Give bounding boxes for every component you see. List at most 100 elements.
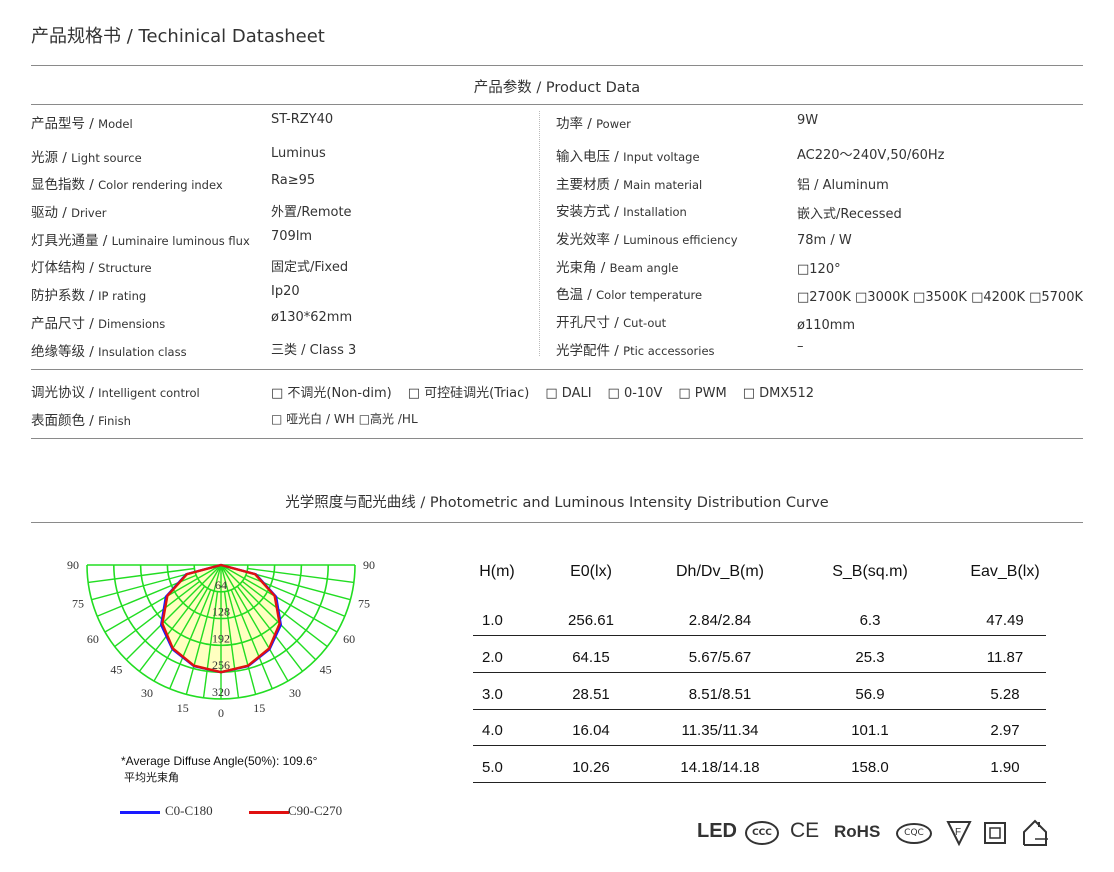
spec-label-zh: 光学配件: [556, 343, 610, 359]
spec-value: Luminus: [271, 146, 326, 161]
table-cell: 6.3: [859, 612, 881, 629]
spec-label-en: IP rating: [98, 289, 147, 303]
radial-tick-label: 192: [212, 631, 230, 645]
finish-option: □ 哑光白 / WH: [271, 412, 355, 426]
grid-spoke: [138, 585, 206, 672]
finish-option: □高光 /HL: [358, 412, 418, 426]
legend-label-c90: C90-C270: [288, 803, 343, 818]
table-row-line: [473, 672, 1046, 673]
angle-tick-label: 45: [110, 663, 122, 677]
table-cell: 47.49: [986, 612, 1024, 629]
spec-label-zh: 显色指数: [31, 177, 85, 193]
grid-spoke: [104, 564, 222, 633]
table-cell: 16.04: [572, 722, 610, 739]
grid-spoke: [223, 591, 240, 698]
divider: [31, 438, 1083, 439]
angle-tick-label: 0: [218, 706, 224, 720]
product-data-heading: 产品参数 / Product Data: [473, 80, 641, 96]
spec-label: 灯具光通量 / Luminaire luminous flux: [31, 233, 250, 249]
table-row-line: [473, 709, 1046, 710]
table-cell: 4.0: [482, 722, 503, 739]
column-divider: [539, 111, 540, 356]
legend-line-c0: [120, 811, 160, 814]
finish-label: 表面颜色 / Finish: [31, 413, 131, 429]
divider: [31, 369, 1083, 370]
control-option: □ DALI: [545, 386, 592, 401]
legend-label-c0: C0-C180: [165, 803, 213, 818]
spec-value: 铝 / Aluminum: [797, 178, 889, 193]
diffuse-angle-note: *Average Diffuse Angle(50%): 109.6°: [121, 754, 318, 768]
table-cell: 8.51/8.51: [688, 686, 752, 703]
spec-label: 主要材质 / Main material: [556, 177, 703, 193]
table-header: S_B(sq.m): [832, 563, 908, 580]
radial-tick-label: 64: [215, 578, 227, 592]
spec-value: 三类 / Class 3: [271, 343, 357, 358]
svg-text:F: F: [955, 827, 961, 838]
spec-label: 驱动 / Driver: [31, 205, 107, 221]
table-cell: 5.67/5.67: [688, 649, 752, 666]
spec-value: ST-RZY40: [271, 112, 334, 127]
spec-label-en: Power: [596, 117, 631, 131]
led-logo: LED: [697, 820, 737, 842]
radial-tick-label: 128: [212, 605, 230, 619]
spec-value: □2700K □3000K □3500K □4200K □5700K: [797, 290, 1083, 305]
grid-spoke: [88, 567, 195, 584]
spec-label-en: Cut-out: [623, 316, 667, 330]
grid-spoke: [236, 585, 304, 672]
spec-label: 输入电压 / Input voltage: [556, 149, 700, 165]
spec-value: 78m / W: [797, 233, 852, 248]
spec-label-en: Dimensions: [98, 317, 166, 331]
cqc-logo: CQC: [896, 823, 932, 844]
table-cell: 256.61: [568, 612, 614, 629]
finish-options: □ 哑光白 / WH □高光 /HL: [271, 410, 422, 427]
spec-label: 安装方式 / Installation: [556, 204, 687, 220]
ce-logo: CE: [790, 819, 820, 842]
control-label: 调光协议 / Intelligent control: [31, 385, 200, 401]
divider: [31, 522, 1083, 523]
table-cell: 1.0: [482, 612, 503, 629]
spec-value: 9W: [797, 113, 819, 128]
diffuse-angle-note-zh: 平均光束角: [124, 772, 179, 784]
spec-label-en: Main material: [623, 178, 703, 192]
grid-spoke: [220, 564, 257, 695]
spec-label-zh: 光束角: [556, 260, 597, 276]
grid-spoke: [202, 591, 219, 698]
grid-spoke: [230, 589, 273, 690]
class-ii-icon: [984, 822, 1006, 844]
table-cell: 5.28: [990, 686, 1020, 703]
radial-tick-label: 256: [212, 658, 230, 672]
grid-spoke: [114, 580, 201, 648]
spec-label-zh: 光源: [31, 150, 58, 166]
spec-label-en: Insulation class: [98, 345, 187, 359]
spec-label-en: Structure: [98, 261, 152, 275]
spec-label-en: Beam angle: [609, 261, 679, 275]
angle-tick-label: 75: [72, 596, 84, 610]
spec-label-en: Color temperature: [596, 288, 703, 302]
table-cell: 56.9: [855, 686, 885, 703]
table-cell: 1.90: [990, 759, 1020, 776]
angle-tick-label: 15: [177, 701, 189, 715]
spec-label: 发光效率 / Luminous efficiency: [556, 232, 738, 248]
divider: [31, 65, 1083, 66]
table-cell: 158.0: [851, 759, 889, 776]
grid-spoke: [220, 564, 289, 682]
table-cell: 2.97: [990, 722, 1020, 739]
spec-label-zh: 功率: [556, 116, 583, 132]
grid-spoke: [220, 564, 317, 661]
angle-tick-label: 15: [253, 701, 265, 715]
table-row-line: [473, 782, 1046, 783]
table-row-line: [473, 745, 1046, 746]
spec-label: 绝缘等级 / Insulation class: [31, 344, 187, 360]
table-row-line: [473, 635, 1046, 636]
angle-tick-label: 75: [358, 596, 370, 610]
curve-c90-c270: [161, 563, 281, 674]
table-cell: 25.3: [855, 649, 885, 666]
spec-label-en: Color rendering index: [98, 178, 223, 192]
table-header: Eav_B(lx): [970, 563, 1040, 580]
spec-label: 显色指数 / Color rendering index: [31, 177, 223, 193]
spec-label-zh: 灯体结构: [31, 260, 85, 276]
spec-label-en: Light source: [71, 151, 142, 165]
spec-label-en: Model: [98, 117, 133, 131]
spec-value: ø130*62mm: [271, 310, 353, 325]
